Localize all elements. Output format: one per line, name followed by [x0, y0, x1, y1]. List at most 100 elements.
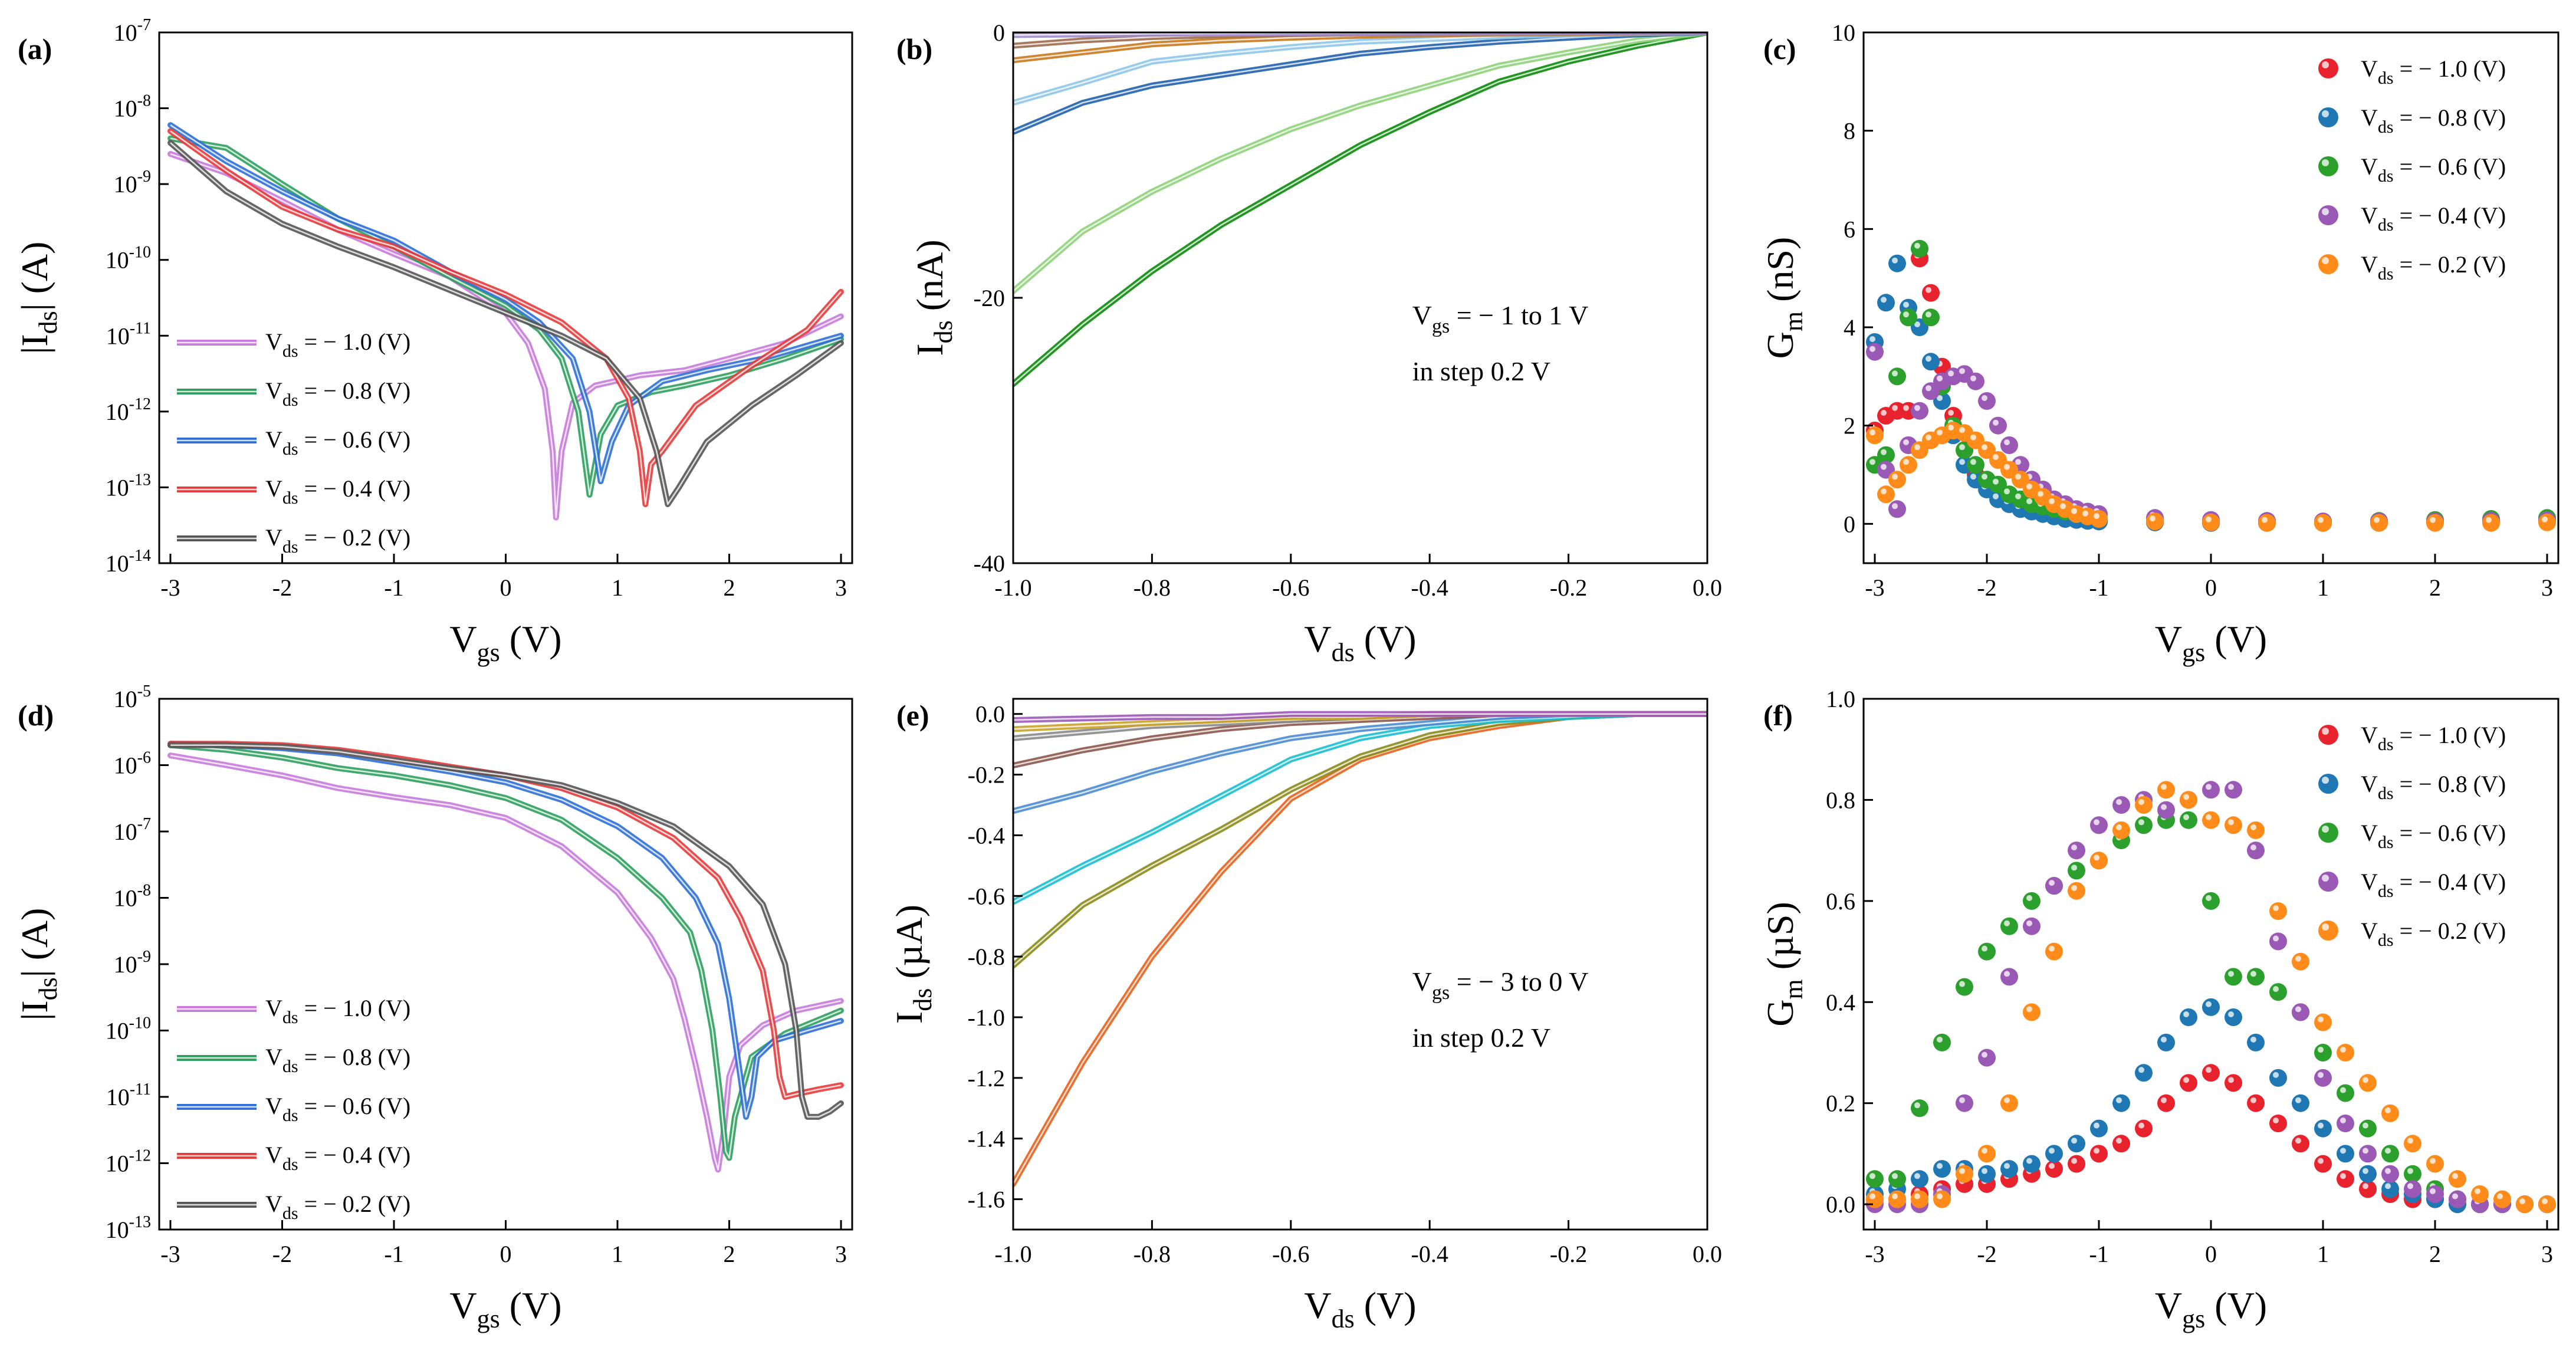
data-point-f-2 [1866, 1170, 1884, 1188]
data-point-shine [2004, 1163, 2010, 1169]
data-point-shine [2295, 955, 2301, 962]
data-point-f-4 [2023, 1003, 2041, 1021]
data-point-shine [2374, 517, 2380, 523]
data-point-shine [1937, 429, 1943, 436]
y-tick-label: 10-13 [106, 471, 151, 501]
data-point-shine [1948, 410, 1954, 416]
data-point-shine [1903, 311, 1909, 318]
data-point-shine [1937, 1163, 1943, 1169]
legend-entry-label: Vds = − 0.4 (V) [2361, 869, 2506, 901]
data-point-f-1 [1933, 1160, 1951, 1178]
x-tick-label: -2 [1977, 574, 1996, 601]
data-point-f-2 [2000, 917, 2018, 935]
x-axis-label: Vgs (V) [449, 1284, 561, 1333]
series-line-highlight [170, 124, 842, 482]
y-tick-label: 0.0 [1826, 1191, 1855, 1218]
data-point-f-4 [2068, 882, 2085, 900]
x-tick-label: 1 [2317, 574, 2329, 601]
data-point-shine [1959, 368, 1965, 374]
data-point-f-1 [2157, 1033, 2175, 1051]
data-point-f-0 [2157, 1094, 2175, 1112]
data-point-f-4 [2135, 796, 2153, 814]
panel-label: (f) [1763, 699, 1793, 732]
data-point-shine [2183, 1011, 2189, 1017]
data-point-f-4 [2381, 1104, 2399, 1122]
data-point-shine [1970, 434, 1976, 441]
x-tick-label: -1 [2089, 1241, 2108, 1267]
data-point-c-4 [2090, 510, 2108, 528]
data-point-f-1 [2269, 1069, 2287, 1087]
x-tick-label: -1 [384, 1241, 403, 1267]
data-point-shine [1982, 1051, 1987, 1058]
y-tick-label: 10-11 [106, 319, 151, 349]
data-point-shine [1869, 1173, 1875, 1179]
data-point-shine [2228, 1077, 2234, 1083]
y-tick-label: 6 [1844, 216, 1855, 242]
data-point-shine [2363, 1122, 2368, 1129]
y-tick-label: 10-9 [114, 948, 151, 978]
data-point-shine [1948, 370, 1954, 377]
y-tick-label: -1.4 [968, 1126, 1005, 1152]
data-point-f-2 [1933, 1033, 1951, 1051]
data-point-f-3 [2426, 1185, 2444, 1203]
data-point-shine [1914, 1193, 1920, 1199]
data-point-shine [2049, 1163, 2055, 1169]
data-point-shine [2273, 935, 2279, 942]
plot-frame [1012, 698, 1708, 1231]
data-point-shine [1892, 474, 1898, 480]
data-point-f-1 [1911, 1170, 1928, 1188]
legend-swatch-shine [2322, 728, 2329, 735]
data-point-shine [1982, 1148, 1987, 1154]
legend-swatch [2318, 774, 2338, 794]
x-tick-label: -0.4 [1411, 574, 1448, 601]
data-point-shine [2116, 1138, 2122, 1144]
data-point-shine [1903, 301, 1909, 308]
data-point-c-3 [1989, 416, 2007, 435]
data-point-shine [2407, 1183, 2413, 1189]
series-line-highlight [170, 754, 842, 1171]
data-point-c-2 [1900, 308, 1917, 327]
data-point-shine [2318, 1158, 2324, 1164]
data-point-f-3 [2112, 796, 2130, 814]
legend-swatch-shine [2322, 923, 2329, 931]
x-tick-label: 1 [612, 1241, 623, 1267]
legend-swatch [2318, 725, 2338, 745]
x-tick-label: -2 [272, 1241, 292, 1267]
panel-a: -3 -2 -1 0 1 2 3 10-14 10-13 10-12 10-11 10-10 10-9 1… [14, 16, 853, 667]
series-line-highlight [170, 744, 842, 1118]
y-tick-label: 2 [1844, 413, 1855, 439]
x-tick-label: 2 [2429, 574, 2441, 601]
legend-entry-label: Vds = − 0.8 (V) [265, 377, 410, 410]
data-point-c-3 [1866, 343, 1884, 361]
data-point-f-3 [2000, 968, 2018, 986]
y-tick-label: 0.6 [1826, 888, 1855, 915]
legend-entry-label: Vds = − 0.4 (V) [2361, 202, 2506, 235]
legend-swatch-shine [2322, 61, 2329, 68]
data-point-shine [2049, 498, 2055, 504]
data-point-shine [2183, 814, 2189, 820]
x-tick-label: 1 [612, 574, 623, 601]
data-point-shine [2138, 799, 2144, 805]
legend-entry-label: Vds = − 0.2 (V) [2361, 918, 2506, 950]
data-point-c-2 [1967, 456, 1984, 474]
data-point-shine [1993, 478, 1999, 485]
data-point-f-4 [2180, 791, 2197, 809]
y-tick-label: 0.8 [1826, 787, 1855, 813]
data-point-shine [2071, 844, 2077, 851]
data-point-f-4 [2426, 1155, 2444, 1173]
data-point-shine [1914, 321, 1920, 327]
data-point-shine [2452, 1173, 2458, 1179]
panel-label: (d) [18, 699, 54, 732]
data-point-c-4 [2258, 514, 2276, 532]
panel-label: (b) [896, 32, 932, 65]
x-tick-label: -2 [1977, 1241, 1996, 1267]
x-tick-label: 0 [2205, 1241, 2217, 1267]
legend-entry-label: Vds = − 0.8 (V) [2361, 104, 2506, 137]
series-line-highlight [1013, 32, 1707, 292]
data-point-c-4 [2426, 514, 2444, 532]
panel-label: (a) [18, 32, 52, 65]
data-point-shine [2094, 854, 2099, 861]
data-point-f-3 [2314, 1069, 2332, 1087]
y-tick-label: 0 [993, 19, 1005, 46]
